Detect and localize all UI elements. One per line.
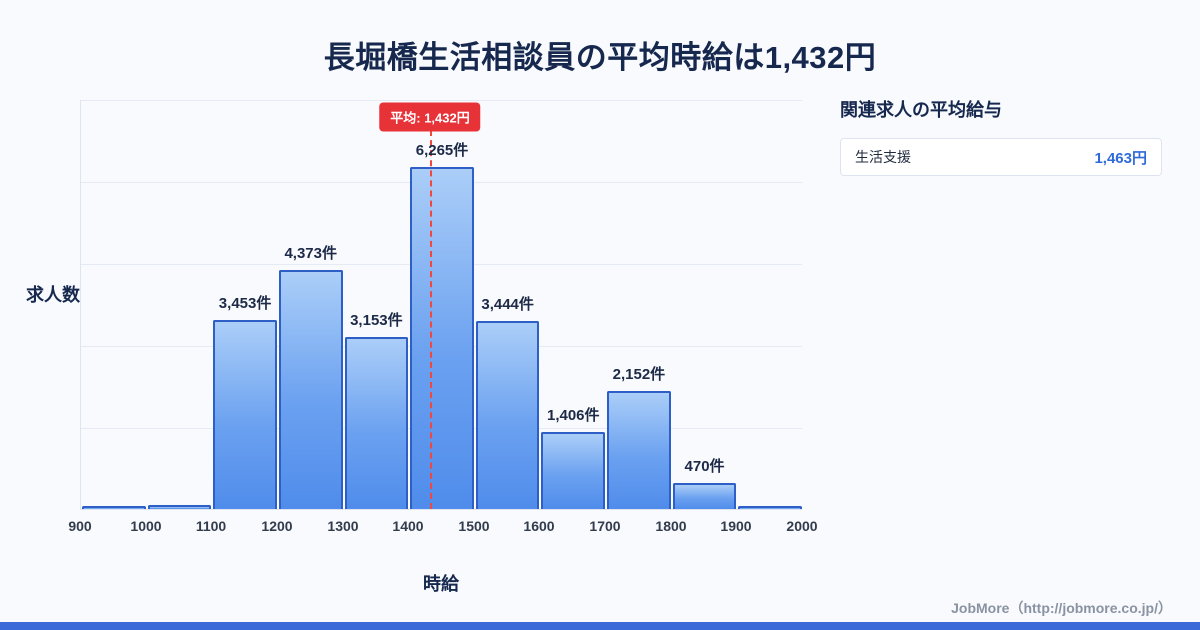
bar-900-1000 [82, 506, 146, 509]
side-panel-title: 関連求人の平均給与 [840, 100, 1002, 120]
bar-1600-1700 [541, 432, 606, 509]
x-tick-1600: 1600 [523, 518, 555, 534]
bar-1800-1900 [672, 483, 737, 509]
related-job-value: 1,463円 [1094, 149, 1147, 167]
bar-value-label: 3,453件 [218, 295, 272, 312]
x-tick-1100: 1100 [195, 518, 227, 534]
mean-badge: 平均: 1,432円 [379, 102, 481, 132]
related-job-label: 生活支援 [855, 149, 911, 165]
gridline [81, 100, 802, 101]
x-tick-1200: 1200 [261, 518, 293, 534]
x-tick-1000: 1000 [130, 518, 162, 534]
x-tick-1700: 1700 [589, 518, 621, 534]
x-tick-1500: 1500 [458, 518, 490, 534]
bar-1000-1100 [147, 505, 212, 509]
x-tick-900: 900 [68, 518, 92, 534]
x-tick-1400: 1400 [392, 518, 424, 534]
bar-value-label: 3,153件 [350, 312, 403, 329]
bar-1900-2000 [738, 506, 802, 509]
bar-1300-1400 [344, 337, 409, 509]
x-tick-1800: 1800 [655, 518, 687, 534]
bar-1400-1500 [410, 167, 474, 509]
bar-value-label: 470件 [684, 458, 725, 475]
bar-value-label: 4,373件 [284, 245, 337, 262]
footer-credit: JobMore（http://jobmore.co.jp/） [951, 600, 1172, 616]
x-axis-label: 時給 [423, 574, 459, 594]
page-title: 長堀橋生活相談員の平均時給は1,432円 [323, 40, 877, 75]
related-job-card: 生活支援 1,463円 [840, 138, 1162, 176]
y-axis-label: 求人数 [26, 285, 80, 305]
x-axis-ticks: 900 1000 1100 1200 1300 1400 1500 1600 1700 1800 1… [68, 518, 817, 538]
bar-1200-1300 [278, 270, 343, 509]
bar-1100-1200 [213, 320, 277, 509]
bottom-accent-bar [0, 622, 1200, 630]
bar-1500-1600 [475, 321, 540, 509]
mean-line [430, 130, 432, 509]
x-tick-1300: 1300 [327, 518, 359, 534]
bar-value-label: 2,152件 [612, 366, 666, 383]
bar-value-label: 3,444件 [481, 296, 534, 313]
bar-value-label: 1,406件 [546, 407, 600, 424]
x-tick-1900: 1900 [720, 518, 752, 534]
bar-1700-1800 [607, 391, 671, 509]
plot-area: 平均: 1,432円 3,453件 4,373件 3,153件 6,265件 3,444… [80, 100, 802, 510]
bar-value-label: 6,265件 [415, 142, 469, 159]
x-tick-2000: 2000 [786, 518, 818, 534]
